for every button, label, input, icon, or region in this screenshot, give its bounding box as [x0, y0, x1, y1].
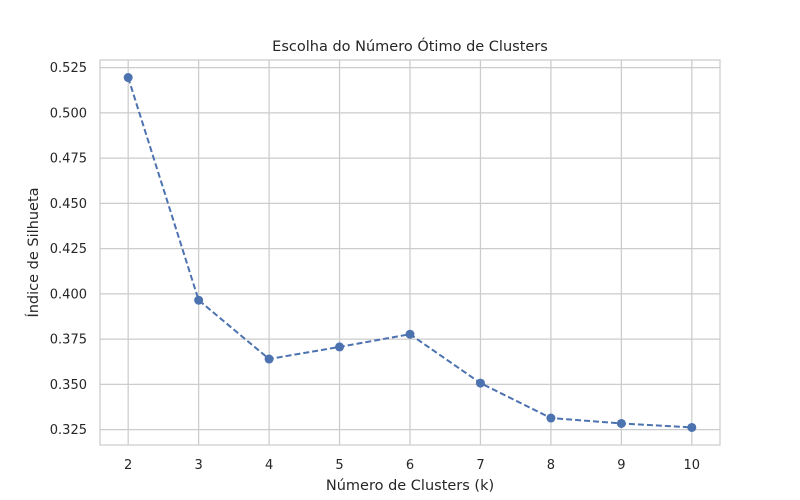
y-tick-label: 0.450	[50, 197, 87, 212]
x-tick-label: 3	[194, 458, 202, 473]
x-tick-label: 2	[124, 458, 132, 473]
y-tick-label: 0.325	[50, 423, 87, 438]
y-axis-label: Índice de Silhueta	[25, 187, 42, 317]
data-point	[546, 413, 556, 423]
y-tick-label: 0.500	[50, 106, 87, 121]
x-tick-label: 5	[335, 458, 343, 473]
plot-frame	[99, 59, 721, 446]
y-tick-label: 0.400	[50, 287, 87, 302]
y-ticks: 0.325 0.350 0.375 0.400 0.425 0.450 0.475 0.500…	[50, 61, 87, 438]
x-tick-label: 6	[406, 458, 414, 473]
x-tick-label: 10	[684, 458, 701, 473]
y-tick-label: 0.525	[50, 61, 87, 76]
data-point	[687, 422, 697, 432]
grid	[100, 60, 720, 445]
x-axis-label: Número de Clusters (k)	[326, 478, 494, 494]
x-ticks: 2 3 4 5 6 7 8 9 10	[124, 458, 700, 473]
data-point	[405, 329, 415, 339]
y-tick-label: 0.350	[50, 378, 87, 393]
x-tick-label: 7	[476, 458, 484, 473]
data-point	[123, 73, 133, 83]
data-point	[194, 295, 204, 305]
data-point	[616, 418, 626, 428]
data-point	[335, 342, 345, 352]
y-tick-label: 0.425	[50, 242, 87, 257]
y-tick-label: 0.475	[50, 152, 87, 167]
chart-title: Escolha do Número Ótimo de Clusters	[272, 37, 548, 55]
data-point	[475, 378, 485, 388]
x-tick-label: 4	[265, 458, 273, 473]
series-layer	[123, 73, 697, 432]
x-tick-label: 8	[547, 458, 555, 473]
x-tick-label: 9	[617, 458, 625, 473]
y-tick-label: 0.375	[50, 333, 87, 348]
data-point	[264, 354, 274, 364]
